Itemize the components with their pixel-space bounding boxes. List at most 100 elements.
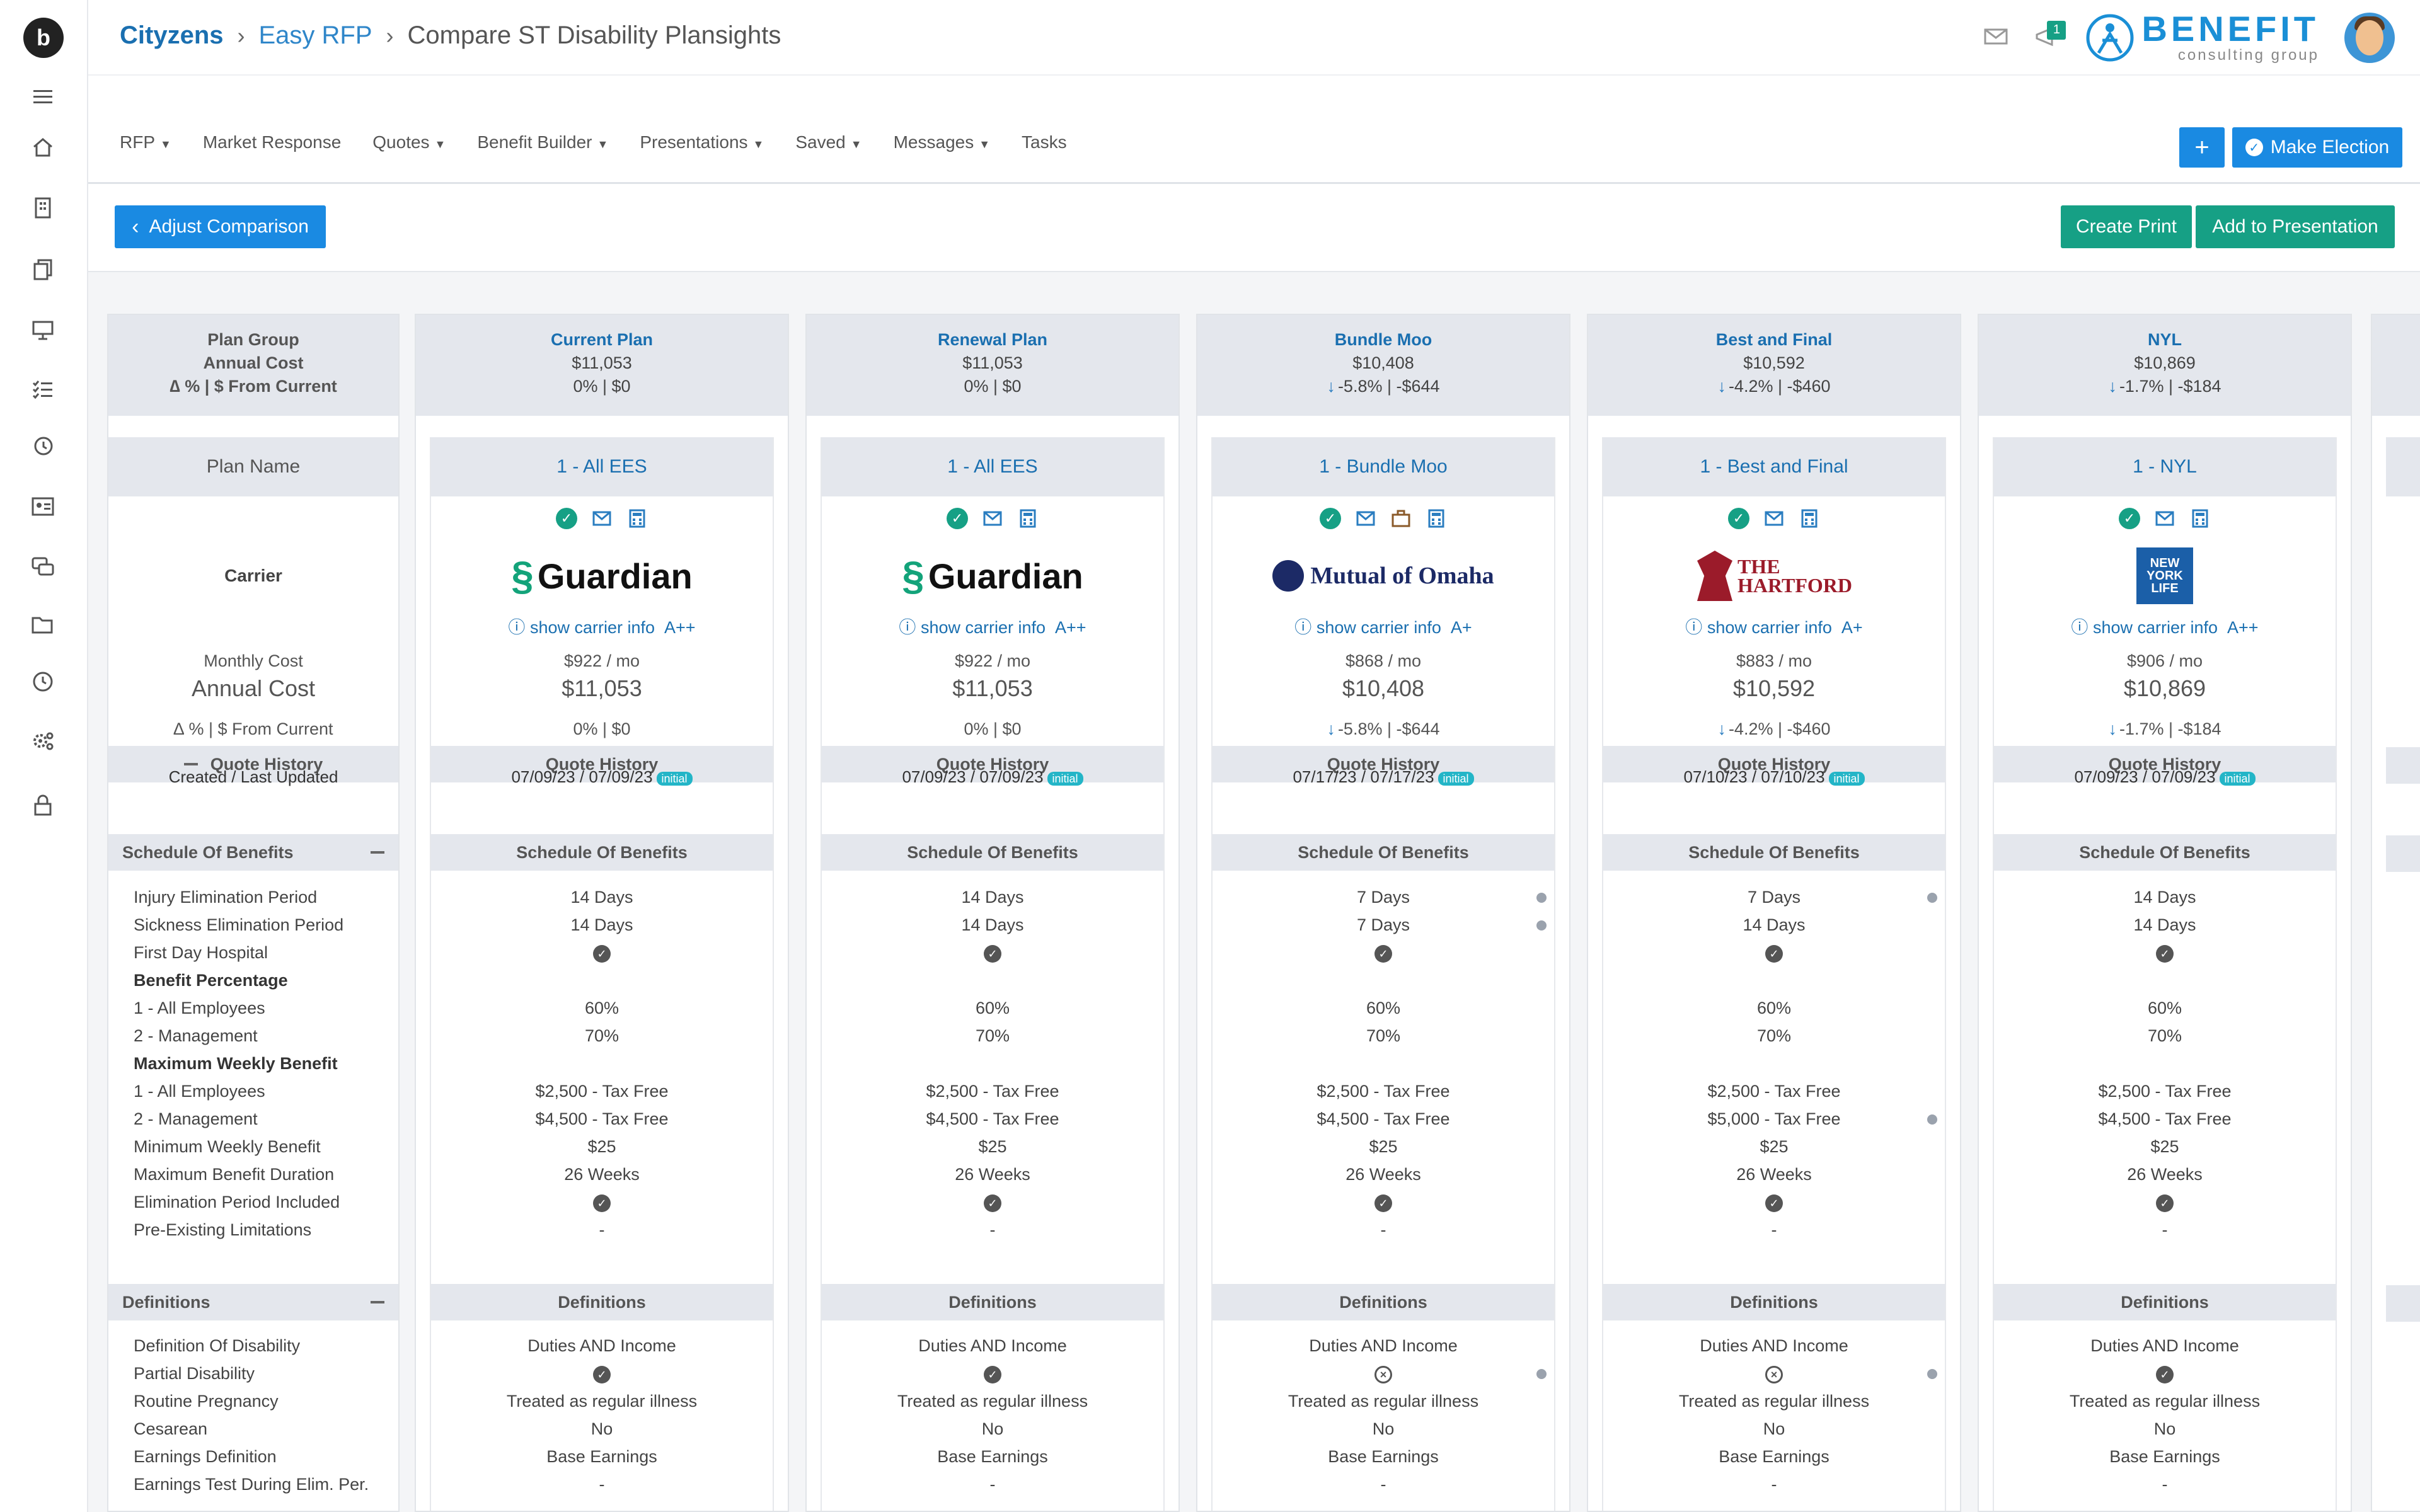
documents-icon[interactable]: [29, 256, 57, 284]
calculator-icon[interactable]: [2189, 508, 2211, 529]
nav-rfp[interactable]: RFP ▼: [120, 132, 171, 152]
lock-icon[interactable]: [29, 791, 57, 819]
make-election-button[interactable]: ✓ Make Election: [2232, 127, 2402, 168]
schedule-cell: ✓: [431, 1188, 773, 1216]
next-plan-column-partial: [2371, 314, 2420, 1512]
schedule-cell: 70%: [975, 1026, 1010, 1045]
carrier-label: Carrier: [224, 566, 282, 585]
schedule-cell: $4,500 - Tax Free: [535, 1109, 669, 1128]
building-icon[interactable]: [29, 194, 57, 222]
collapse-icon[interactable]: [371, 851, 384, 854]
definitions-header: Definitions: [822, 1284, 1163, 1320]
row-label: Injury Elimination Period: [134, 888, 318, 907]
show-carrier-info-link[interactable]: ⓘ show carrier info A++: [508, 618, 696, 637]
clock-icon[interactable]: [29, 668, 57, 696]
envelope-icon[interactable]: [2154, 508, 2175, 529]
guardian-logo: § Guardian: [511, 553, 693, 598]
collapse-icon[interactable]: [371, 1301, 384, 1303]
add-button[interactable]: +: [2179, 127, 2225, 168]
settings-icon[interactable]: [29, 727, 57, 755]
schedule-cell: ✓: [822, 1188, 1163, 1216]
quote-history-header: Quote History: [1213, 746, 1554, 782]
adjust-comparison-button[interactable]: ‹ Adjust Comparison: [115, 205, 326, 248]
schedule-cell: ✓: [1994, 1188, 2336, 1216]
plan-name[interactable]: 1 - All EES: [431, 437, 773, 496]
plan-title[interactable]: Renewal Plan: [937, 330, 1048, 349]
plan-name[interactable]: 1 - All EES: [822, 437, 1163, 496]
breadcrumb-client[interactable]: Cityzens: [120, 21, 224, 49]
show-carrier-info-link[interactable]: ⓘ show carrier info A+: [1294, 618, 1472, 637]
schedule-cell: $2,500 - Tax Free: [1317, 1082, 1450, 1101]
nav-benefit-builder[interactable]: Benefit Builder ▼: [477, 132, 609, 152]
envelope-icon[interactable]: [1763, 508, 1785, 529]
home-icon[interactable]: [29, 134, 57, 161]
envelope-icon[interactable]: [591, 508, 613, 529]
avatar[interactable]: [2344, 13, 2395, 63]
show-carrier-info-link[interactable]: ⓘ show carrier info A++: [2071, 618, 2259, 637]
checklist-icon[interactable]: [29, 375, 57, 403]
hartford-logo: THE HARTFORD: [1697, 551, 1852, 601]
history-icon[interactable]: [29, 432, 57, 460]
create-print-button[interactable]: Create Print: [2061, 205, 2192, 248]
plan-name[interactable]: 1 - Best and Final: [1603, 437, 1945, 496]
envelope-icon[interactable]: [982, 508, 1003, 529]
selected-check-icon[interactable]: ✓: [2119, 508, 2140, 529]
briefcase-icon[interactable]: [1390, 508, 1412, 529]
plan-title[interactable]: Bundle Moo: [1334, 330, 1432, 349]
quote-history-header[interactable]: Quote History: [108, 746, 398, 782]
selected-check-icon[interactable]: ✓: [1728, 508, 1749, 529]
nav-market-response[interactable]: Market Response: [202, 132, 342, 152]
plan-header[interactable]: Best and Final $10,592 ↓ -4.2% | -$460: [1588, 315, 1960, 416]
show-carrier-info-link[interactable]: ⓘ show carrier info A+: [1685, 618, 1863, 637]
calculator-icon[interactable]: [1426, 508, 1447, 529]
plan-annual-cost: $11,053: [962, 353, 1023, 372]
info-icon: ⓘ: [508, 618, 526, 637]
delta-row-label: ∆ % | $ From Current: [173, 719, 333, 738]
nav-quotes[interactable]: Quotes ▼: [372, 132, 446, 152]
plan-title[interactable]: NYL: [2148, 330, 2182, 349]
plan-header[interactable]: NYL $10,869 ↓ -1.7% | -$184: [1979, 315, 2351, 416]
calculator-icon[interactable]: [1799, 508, 1820, 529]
app-logo[interactable]: b: [23, 18, 64, 58]
check-circle-icon: ✓: [984, 944, 1001, 963]
plan-header[interactable]: Bundle Moo $10,408 ↓ -5.8% | -$644: [1197, 315, 1569, 416]
chat-icon[interactable]: [29, 553, 57, 581]
selected-check-icon[interactable]: ✓: [947, 508, 968, 529]
mail-icon[interactable]: [1984, 27, 2009, 49]
plan-name[interactable]: 1 - Bundle Moo: [1213, 437, 1554, 496]
presentation-icon[interactable]: [29, 316, 57, 344]
created-label: Created / Last Updated: [168, 767, 338, 786]
plan-header[interactable]: Renewal Plan $11,053 0% | $0: [807, 315, 1178, 416]
schedule-cell: [1603, 966, 1945, 994]
plan-title[interactable]: Current Plan: [550, 330, 654, 349]
schedule-header[interactable]: Schedule Of Benefits: [108, 834, 398, 871]
nav-tasks[interactable]: Tasks: [1022, 132, 1067, 152]
nav-presentations[interactable]: Presentations ▼: [640, 132, 764, 152]
selected-check-icon[interactable]: ✓: [1320, 508, 1341, 529]
plan-title[interactable]: Best and Final: [1715, 330, 1833, 349]
nav-saved[interactable]: Saved ▼: [795, 132, 862, 152]
plan-header[interactable]: Current Plan $11,053 0% | $0: [416, 315, 788, 416]
calculator-icon[interactable]: [626, 508, 648, 529]
show-carrier-info-link[interactable]: ⓘ show carrier info A++: [899, 618, 1086, 637]
definitions-header[interactable]: Definitions: [108, 1284, 398, 1320]
check-circle-icon: ✓: [2245, 139, 2263, 156]
collapse-icon[interactable]: [183, 763, 198, 765]
notifications-icon[interactable]: 1: [2034, 20, 2066, 50]
envelope-icon[interactable]: [1355, 508, 1376, 529]
breadcrumb-easy-rfp[interactable]: Easy RFP: [258, 21, 372, 49]
folder-icon[interactable]: [29, 611, 57, 639]
add-to-presentation-button[interactable]: Add to Presentation: [2196, 205, 2395, 248]
definition-cell: -: [1771, 1475, 1777, 1494]
definition-cell: ✓: [431, 1360, 773, 1387]
definitions-header: Definitions: [1994, 1284, 2336, 1320]
definition-cell: No: [1763, 1419, 1785, 1438]
selected-check-icon[interactable]: ✓: [556, 508, 577, 529]
plan-name[interactable]: 1 - NYL: [1994, 437, 2336, 496]
nav-messages[interactable]: Messages ▼: [893, 132, 991, 152]
contact-card-icon[interactable]: [29, 493, 57, 520]
definition-cell: No: [981, 1419, 1004, 1438]
calculator-icon[interactable]: [1017, 508, 1039, 529]
menu-icon[interactable]: [29, 83, 57, 111]
schedule-cell: [1603, 1050, 1945, 1077]
